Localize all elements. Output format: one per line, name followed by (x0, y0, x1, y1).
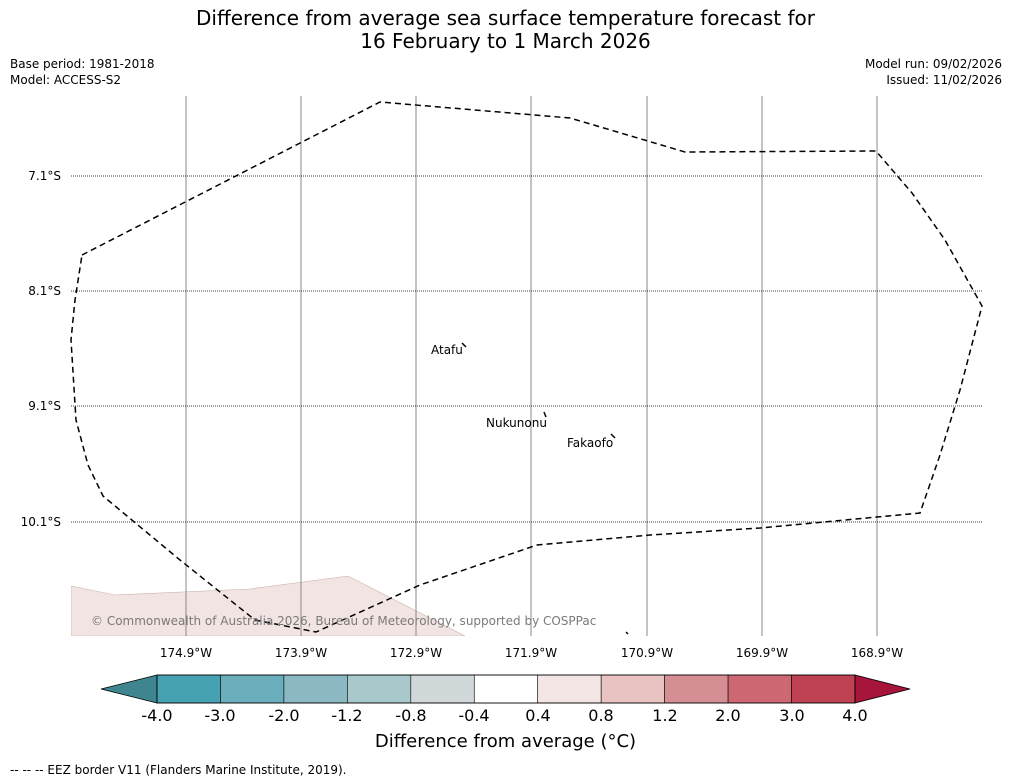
parallel-lines (71, 175, 983, 523)
eez-legend: -- -- -- EEZ border V11 (Flanders Marine… (10, 763, 347, 777)
lon-label: 173.9°W (274, 646, 328, 660)
colorbar-tick: 1.2 (652, 706, 678, 725)
colorbar-tick: -2.0 (268, 706, 300, 725)
lon-label: 170.9°W (620, 646, 674, 660)
lat-label: 7.1°S (28, 169, 61, 183)
sst-anomaly-area (71, 575, 466, 636)
colorbar-tick: -0.8 (395, 706, 427, 725)
meridian-lines (185, 96, 878, 636)
colorbar-under-arrow (100, 674, 158, 704)
map-frame (70, 96, 983, 636)
colorbar-tick: 0.8 (588, 706, 614, 725)
colorbar-segment (220, 674, 285, 704)
colorbar-segment (347, 674, 412, 704)
colorbar-label: Difference from average (°C) (374, 731, 637, 752)
lon-label: 174.9°W (159, 646, 213, 660)
nukunonu-atoll (543, 411, 547, 418)
base-period: Base period: 1981-2018 (10, 57, 155, 71)
colorbar-over-arrow (854, 674, 911, 704)
fakaofo-atoll (610, 433, 616, 439)
colorbar-tick: 4.0 (842, 706, 868, 725)
colorbar-segment (664, 674, 729, 704)
atafu-atoll (461, 342, 467, 348)
colorbar-segment (791, 674, 856, 704)
colorbar-segment (600, 674, 665, 704)
model-run: Model run: 09/02/2026 (864, 57, 1002, 71)
colorbar-segment (283, 674, 348, 704)
copyright-notice: © Commonwealth of Australia 2026, Bureau… (91, 614, 597, 628)
place-label-nukunonu: Nukunonu (486, 416, 547, 430)
swains-island (625, 631, 629, 635)
colorbar-outline (156, 674, 856, 704)
lat-label: 8.1°S (28, 284, 61, 298)
colorbar-segment (727, 674, 792, 704)
title-line-2: 16 February to 1 March 2026 (360, 29, 651, 53)
lon-label: 171.9°W (504, 646, 558, 660)
lat-label: 9.1°S (28, 399, 61, 413)
colorbar-segments (156, 674, 856, 704)
lon-label: 172.9°W (389, 646, 443, 660)
colorbar-segment (473, 674, 539, 704)
colorbar-tick: -4.0 (141, 706, 173, 725)
colorbar (100, 674, 911, 704)
colorbar-tick: 3.0 (779, 706, 805, 725)
place-label-atafu: Atafu (431, 343, 463, 357)
colorbar-tick: -1.2 (331, 706, 363, 725)
colorbar-tick: -0.4 (458, 706, 490, 725)
model-name: Model: ACCESS-S2 (10, 73, 122, 87)
lon-label: 169.9°W (735, 646, 789, 660)
colorbar-segment (537, 674, 602, 704)
title-line-1: Difference from average sea surface temp… (195, 6, 815, 30)
issued-date: Issued: 11/02/2026 (886, 73, 1002, 87)
lon-label: 168.9°W (850, 646, 904, 660)
lat-label: 10.1°S (20, 515, 61, 529)
eez-border (70, 101, 983, 633)
colorbar-tick: 0.4 (525, 706, 551, 725)
place-label-fakaofo: Fakaofo (567, 436, 614, 450)
colorbar-segment (156, 674, 221, 704)
colorbar-tick: 2.0 (715, 706, 741, 725)
colorbar-tick: -3.0 (204, 706, 236, 725)
colorbar-segment (410, 674, 475, 704)
